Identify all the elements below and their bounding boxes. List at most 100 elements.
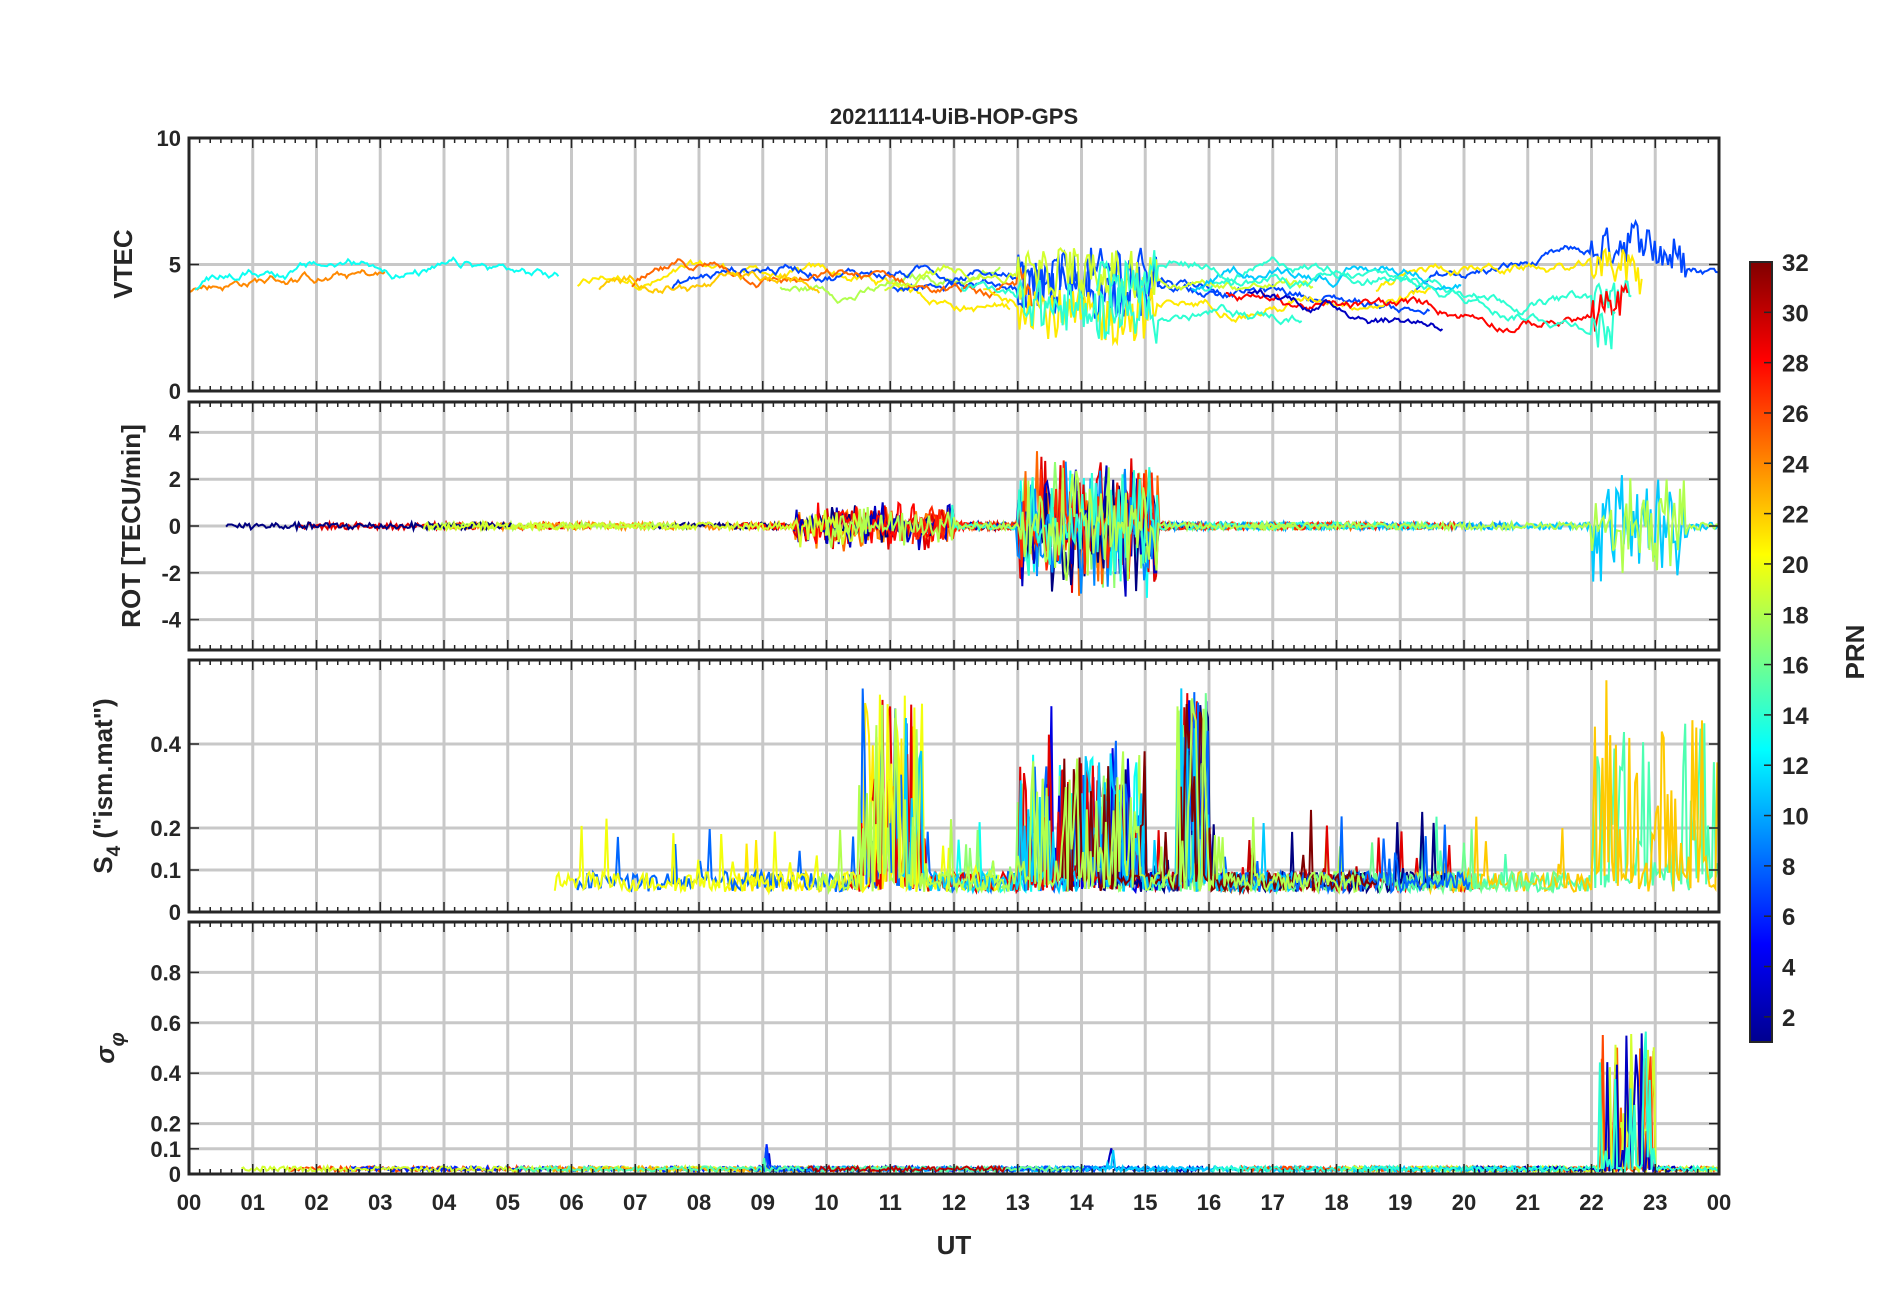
x-tick-label: 01 (241, 1190, 265, 1215)
y-tick-label: 4 (169, 420, 182, 445)
y-tick-label: 0.2 (150, 816, 181, 841)
y-tick-label: 0 (169, 1162, 181, 1187)
colorbar-label: PRN (1840, 625, 1870, 680)
x-tick-label: 00 (177, 1190, 201, 1215)
prn-trace (1082, 692, 1471, 895)
sigma-ticks (188, 922, 1720, 1175)
colorbar-tick-label: 12 (1782, 753, 1809, 780)
y-tick-label: 0 (169, 514, 181, 539)
x-tick-label: 21 (1516, 1190, 1540, 1215)
panel-rot: -4 -2 0 2 4 ROT [TECU/min] (116, 400, 1721, 652)
vtec-series (189, 218, 1718, 350)
prn-trace (1200, 256, 1632, 316)
x-tick-label: 03 (368, 1190, 392, 1215)
prn-trace (1211, 1031, 1719, 1174)
x-axis-label: UT (937, 1230, 972, 1260)
colorbar-tick-label: 14 (1782, 703, 1809, 730)
colorbar-gradient (1749, 261, 1773, 1043)
rot-ylabel: ROT [TECU/min] (116, 424, 146, 628)
colorbar-tick-label: 4 (1782, 955, 1796, 982)
x-tick-label: 22 (1579, 1190, 1603, 1215)
prn-trace (553, 694, 1000, 896)
rot-ytick-labels: -4 -2 0 2 4 (161, 420, 181, 632)
y-tick-label: -4 (161, 608, 181, 633)
colorbar-tick-label: 16 (1782, 653, 1809, 680)
x-tick-label: 04 (432, 1190, 457, 1215)
rot-ticks (188, 402, 1720, 650)
x-tick-label: 08 (687, 1190, 711, 1215)
prn-trace (779, 266, 1001, 305)
s4-series (553, 680, 1719, 896)
prn-trace (1416, 680, 1719, 896)
colorbar-tick-label: 32 (1782, 250, 1809, 277)
colorbar-tick-label: 30 (1782, 300, 1809, 327)
prn-trace (816, 698, 1362, 896)
x-tick-label: 18 (1324, 1190, 1348, 1215)
colorbar-tick-label: 24 (1782, 451, 1809, 478)
prn-trace (515, 1157, 999, 1174)
x-tick-label: 20 (1452, 1190, 1476, 1215)
x-tick-label: 00 (1707, 1190, 1731, 1215)
prn-trace (1250, 478, 1719, 574)
prn-trace (1411, 218, 1718, 294)
prn-trace (631, 258, 1033, 307)
vtec-ytick-labels: 0 5 10 (157, 126, 181, 404)
x-tick-label: 16 (1197, 1190, 1221, 1215)
prn-trace (422, 509, 867, 548)
y-tick-label: 0.4 (150, 1061, 181, 1086)
x-tick-label: 15 (1133, 1190, 1157, 1215)
x-tick-label: 09 (751, 1190, 775, 1215)
prn-trace (1451, 1033, 1697, 1174)
colorbar-tick-label: 10 (1782, 804, 1809, 831)
colorbar-tick-label: 22 (1782, 502, 1809, 529)
x-tick-labels: 00 01 02 03 04 05 06 07 08 09 10 11 12 13 14 15 16 17 18 19… (177, 1190, 1731, 1215)
prn-trace (671, 262, 1222, 319)
sigma-series (241, 1031, 1719, 1174)
prn-trace (194, 256, 560, 291)
y-tick-label: -2 (161, 561, 181, 586)
x-tick-label: 02 (304, 1190, 328, 1215)
y-tick-label: 2 (169, 467, 181, 492)
prn-trace (598, 270, 821, 295)
prn-trace (960, 278, 1303, 344)
y-tick-label: 5 (169, 253, 181, 278)
s4-ytick-labels: 0 0.1 0.2 0.4 (150, 732, 181, 925)
prn-trace (807, 1164, 1006, 1174)
prn-trace (824, 467, 1299, 582)
sigma-ylabel: σφ (90, 1032, 129, 1063)
colorbar-tick-label: 18 (1782, 602, 1809, 629)
prn-trace (1375, 247, 1643, 295)
y-tick-label: 0.4 (150, 732, 181, 757)
y-tick-label: 0.6 (150, 1011, 181, 1036)
sigma-ytick-labels: 00.10.2 0.4 0.6 0.8 (150, 960, 181, 1187)
colorbar-tick-label: 28 (1782, 351, 1809, 378)
colorbar-tick-label: 20 (1782, 552, 1809, 579)
x-tick-label: 17 (1261, 1190, 1285, 1215)
prn-trace (189, 269, 386, 293)
s4-ylabel: S4 ("ism.mat") (88, 698, 125, 873)
chart-title: 20211114-UiB-HOP-GPS (830, 104, 1078, 129)
x-tick-label: 23 (1643, 1190, 1667, 1215)
sigma-grid (189, 922, 1719, 1174)
prn-trace (1247, 288, 1444, 332)
x-tick-label: 12 (942, 1190, 966, 1215)
x-tick-label: 19 (1388, 1190, 1412, 1215)
y-tick-label: 0 (169, 379, 181, 404)
y-tick-label: 0 (169, 900, 181, 925)
x-tick-label: 11 (879, 1190, 902, 1215)
s4-ticks (188, 660, 1720, 913)
y-tick-label: 0.1 (150, 858, 181, 883)
x-tick-label: 05 (496, 1190, 520, 1215)
panel-s4: 0 0.1 0.2 0.4 S4 ("ism.mat") (88, 658, 1721, 925)
x-tick-label: 10 (814, 1190, 838, 1215)
y-tick-label: 0.2 (150, 1112, 181, 1137)
y-tick-label: 10 (157, 126, 181, 151)
vtec-ylabel: VTEC (108, 229, 138, 299)
colorbar-tick-label: 6 (1782, 904, 1795, 931)
colorbar-tick-label: 26 (1782, 401, 1809, 428)
x-tick-label: 13 (1006, 1190, 1030, 1215)
prn-trace (1191, 265, 1462, 293)
